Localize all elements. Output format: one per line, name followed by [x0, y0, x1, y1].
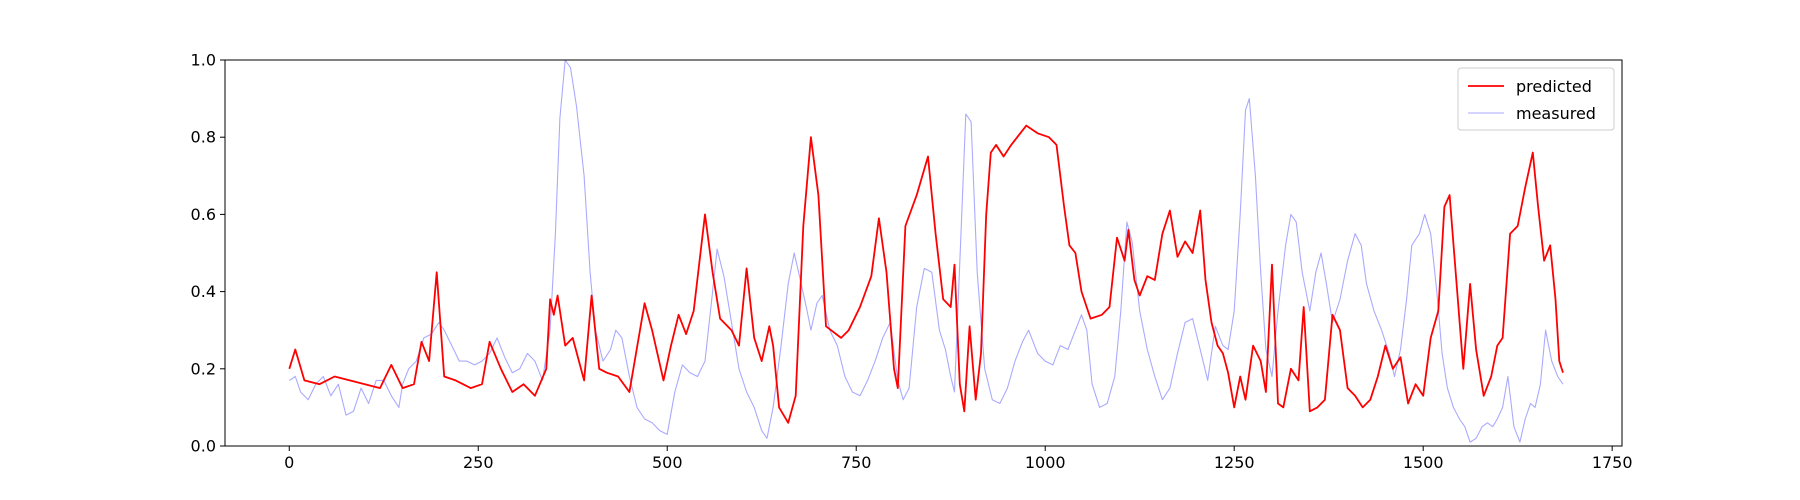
x-tick-label: 1250	[1214, 453, 1255, 472]
x-tick-label: 750	[841, 453, 872, 472]
y-tick-label: 1.0	[191, 51, 216, 70]
x-axis: 0 250 500 750 1000 1250 1500 1750	[284, 446, 1633, 472]
legend-label-predicted: predicted	[1516, 77, 1592, 96]
series-line-measured	[289, 60, 1564, 443]
y-tick-label: 0.6	[191, 205, 216, 224]
x-tick-label: 1000	[1025, 453, 1066, 472]
y-tick-label: 0.8	[191, 128, 216, 147]
x-tick-label: 1500	[1403, 453, 1444, 472]
x-tick-label: 0	[284, 453, 294, 472]
legend: predicted measured	[1457, 67, 1615, 131]
x-tick-label: 250	[463, 453, 494, 472]
series-line-predicted	[288, 124, 1564, 424]
legend-label-measured: measured	[1516, 104, 1596, 123]
x-tick-label: 1750	[1592, 453, 1633, 472]
y-tick-label: 0.0	[191, 437, 216, 456]
y-axis: 0.0 0.2 0.4 0.6 0.8 1.0	[191, 51, 225, 456]
series-layer	[288, 60, 1564, 443]
legend-box	[1457, 67, 1615, 131]
x-tick-label: 500	[652, 453, 683, 472]
y-tick-label: 0.4	[191, 282, 216, 301]
plot-frame	[224, 59, 1623, 447]
y-tick-label: 0.2	[191, 359, 216, 378]
